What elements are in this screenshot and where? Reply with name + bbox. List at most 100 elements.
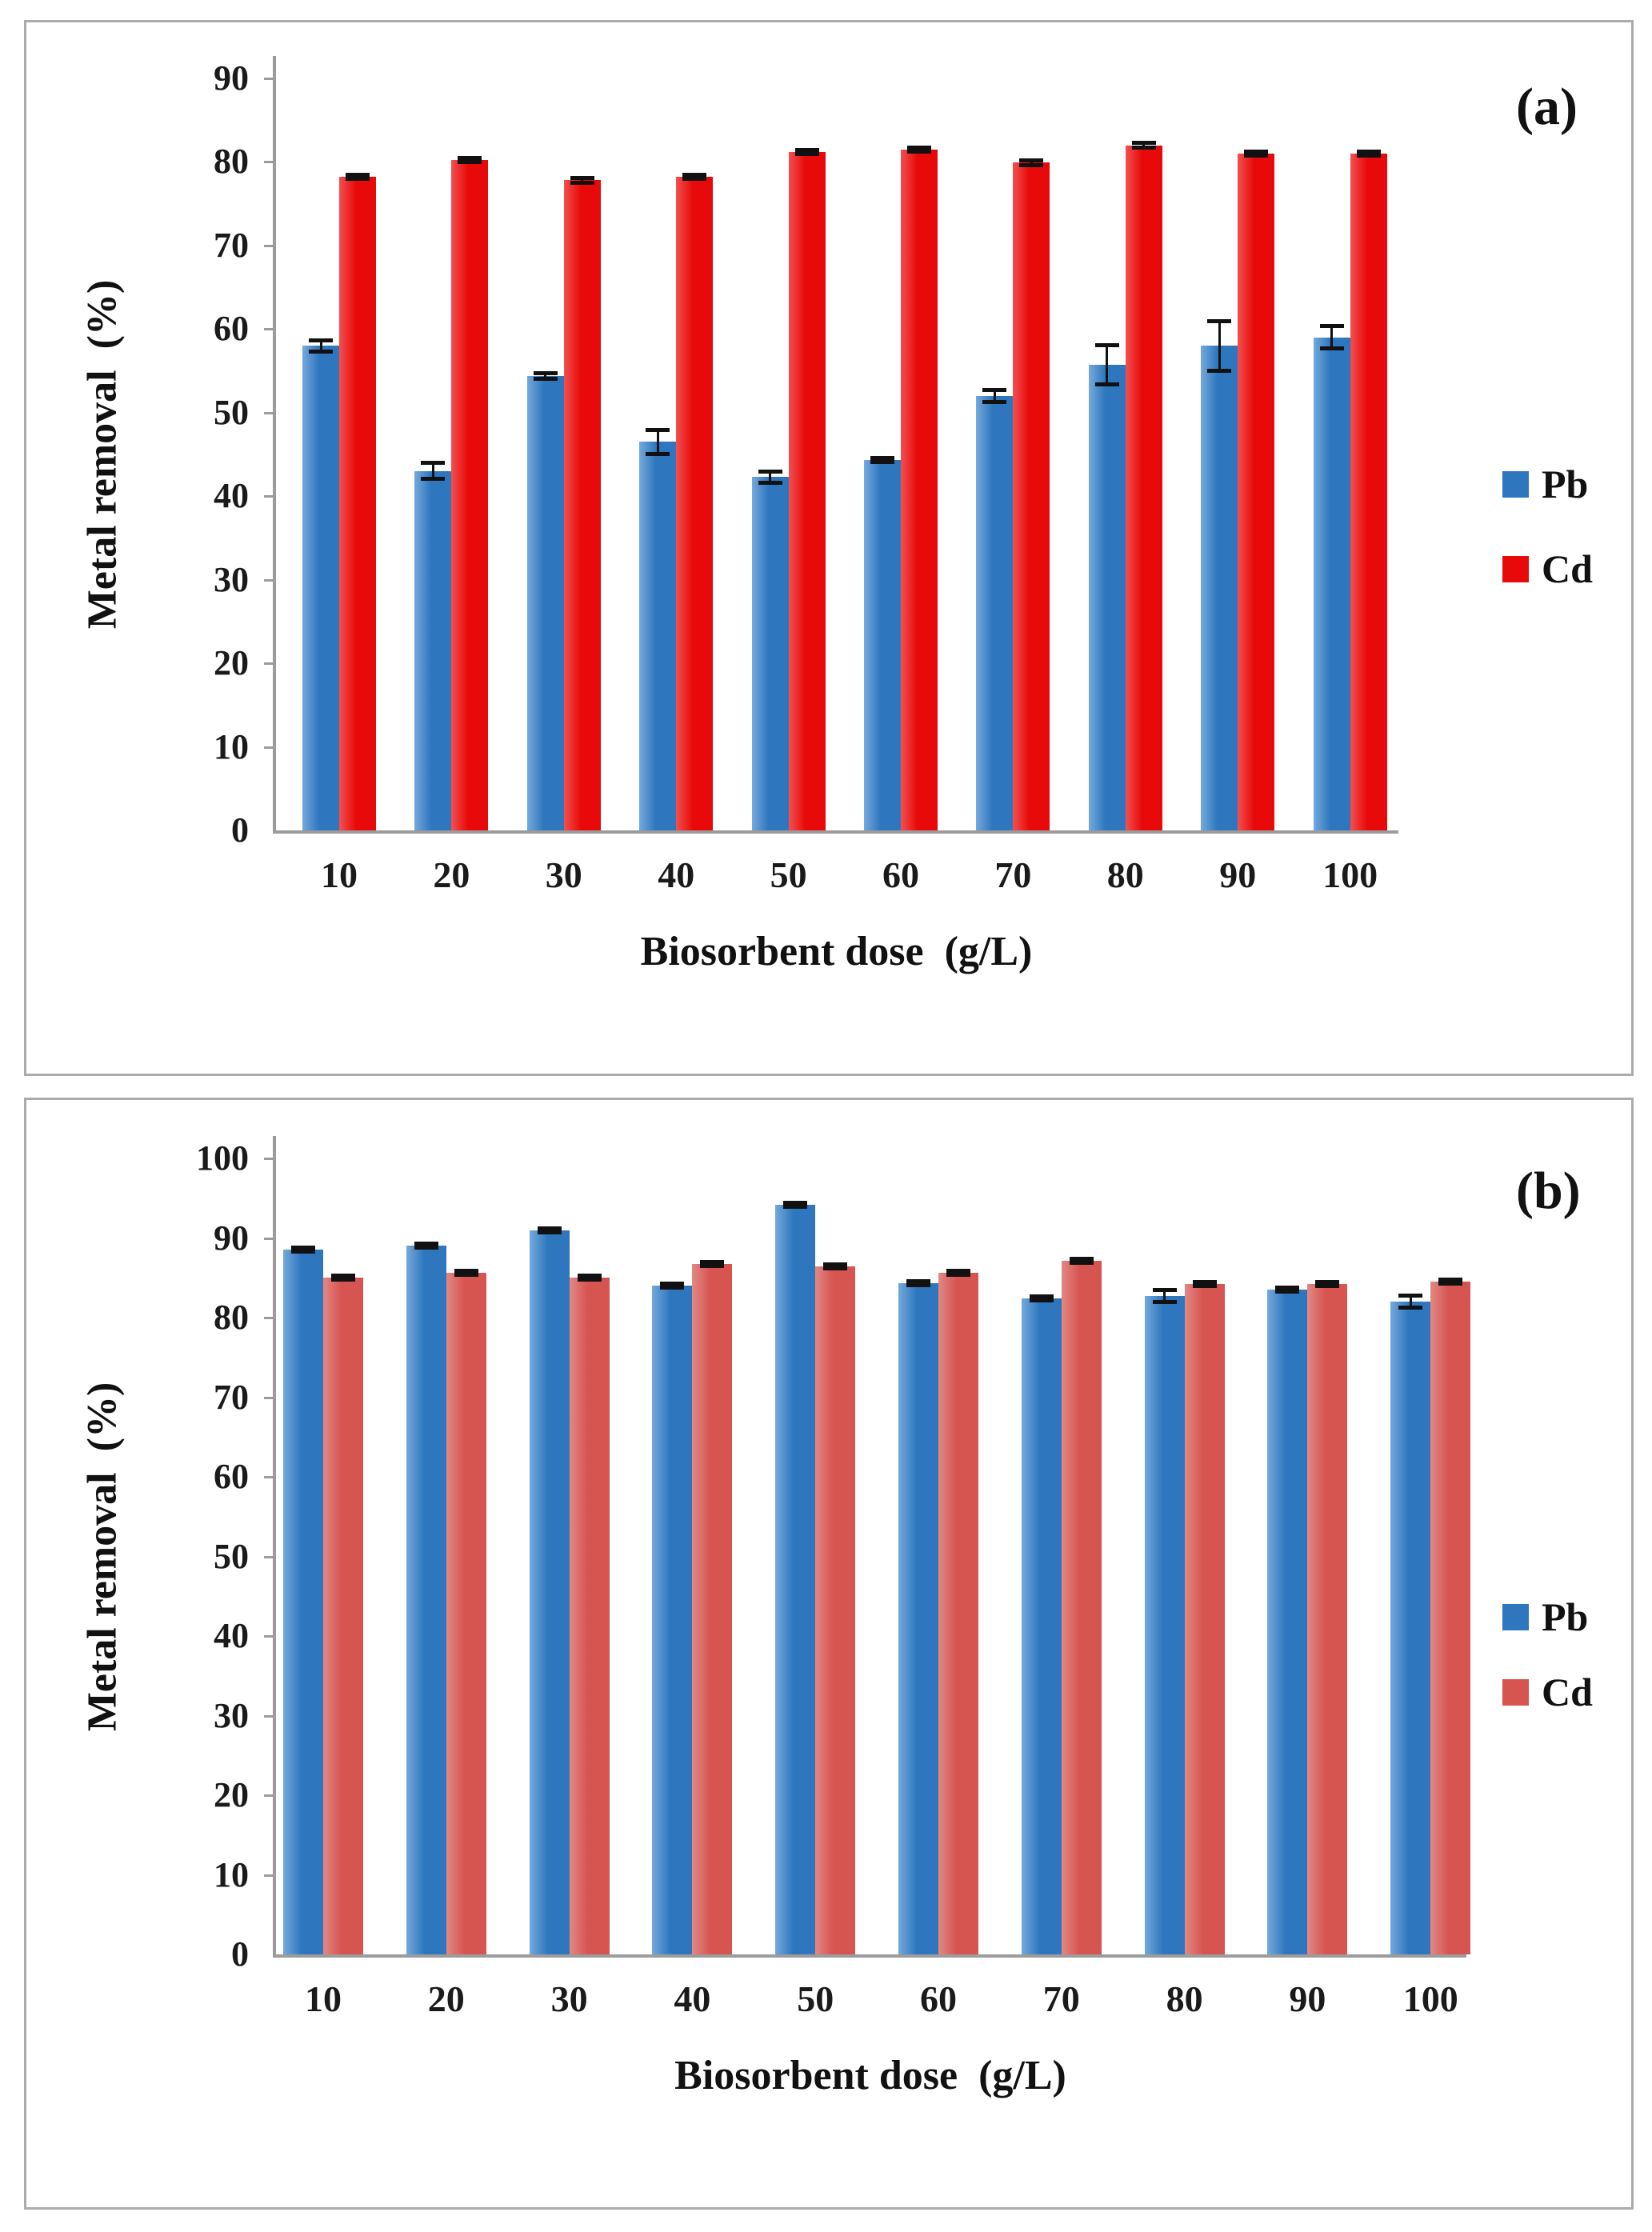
- y-tick-label: 100: [196, 1138, 249, 1178]
- bar-pb-30: [526, 375, 564, 830]
- y-tick-label: 70: [214, 1377, 249, 1417]
- error-cap-top: [346, 173, 370, 178]
- error-cap-top: [700, 1260, 725, 1265]
- error-cap-bottom: [1152, 1300, 1177, 1305]
- panel-b: (b) Metal removal (%) Biosorbent dose (g…: [24, 1098, 1634, 2210]
- error-bar: [1254, 150, 1258, 157]
- error-cap-bottom: [331, 1278, 355, 1282]
- error-cap-top: [1152, 1288, 1177, 1293]
- error-cap-top: [291, 1246, 315, 1250]
- error-bar: [1330, 326, 1334, 350]
- y-tick: [264, 161, 275, 164]
- error-cap-bottom: [414, 1246, 438, 1250]
- error-cap-bottom: [458, 160, 482, 165]
- x-tick-label: 50: [770, 854, 807, 895]
- bar-cd-10: [339, 177, 376, 830]
- error-cap-bottom: [783, 1204, 808, 1209]
- error-bar: [468, 158, 471, 163]
- y-tick: [264, 1635, 275, 1638]
- bar-cd-50: [788, 151, 826, 830]
- error-cap-bottom: [577, 1278, 602, 1282]
- y-tick-label: 40: [214, 1616, 249, 1655]
- error-cap-bottom: [823, 1266, 848, 1271]
- bar-pb-40: [639, 442, 677, 830]
- error-cap-top: [646, 427, 670, 432]
- bar-pb-50: [751, 477, 789, 830]
- error-cap-bottom: [794, 152, 819, 157]
- panel-a-label: (a): [1516, 78, 1578, 136]
- x-axis-line: [273, 830, 1398, 834]
- y-tick-label: 60: [214, 1457, 249, 1496]
- error-cap-bottom: [346, 177, 370, 182]
- bar-pb-80: [1144, 1296, 1185, 1954]
- error-cap-bottom: [682, 177, 707, 182]
- y-tick: [264, 328, 275, 331]
- x-tick-label: 50: [797, 1978, 834, 2019]
- error-cap-top: [1356, 149, 1381, 154]
- bar-pb-60: [864, 460, 901, 830]
- error-cap-top: [1438, 1278, 1463, 1282]
- x-tick-label: 100: [1322, 854, 1378, 895]
- pb-legend-swatch: [1502, 1603, 1529, 1630]
- y-tick-label: 20: [214, 1775, 249, 1814]
- cd-legend-swatch: [1502, 555, 1529, 582]
- bar-cd-100: [1430, 1282, 1471, 1954]
- error-cap-bottom: [1438, 1282, 1463, 1286]
- y-tick-label: 90: [214, 1218, 249, 1258]
- y-axis-title: Metal removal (%): [79, 1382, 126, 1731]
- y-tick: [264, 578, 275, 582]
- error-bar: [1218, 320, 1221, 371]
- y-tick-label: 0: [231, 810, 249, 850]
- y-tick: [264, 244, 275, 247]
- error-bar: [993, 389, 996, 403]
- y-tick: [264, 662, 275, 666]
- bar-pb-100: [1390, 1302, 1431, 1954]
- error-bar: [881, 458, 884, 463]
- y-tick-label: 90: [214, 58, 249, 98]
- y-tick: [264, 1476, 275, 1478]
- error-cap-top: [660, 1282, 685, 1286]
- error-bar: [544, 372, 547, 379]
- bar-pb-100: [1313, 337, 1350, 830]
- error-bar: [1163, 1290, 1166, 1303]
- x-tick-label: 10: [305, 1978, 342, 2019]
- x-tick-label: 90: [1289, 1978, 1326, 2019]
- error-cap-top: [570, 176, 594, 181]
- error-cap-bottom: [1315, 1284, 1340, 1289]
- error-cap-bottom: [1029, 1298, 1054, 1303]
- bar-cd-90: [1238, 154, 1275, 830]
- x-tick-label: 10: [321, 854, 358, 895]
- error-cap-bottom: [570, 180, 594, 185]
- error-cap-top: [309, 338, 333, 342]
- y-tick: [264, 1555, 275, 1558]
- y-tick-label: 80: [214, 142, 249, 182]
- bar-cd-100: [1350, 154, 1387, 830]
- x-tick-label: 20: [433, 854, 470, 895]
- error-cap-bottom: [1131, 145, 1156, 150]
- error-cap-bottom: [1019, 162, 1044, 167]
- error-cap-top: [823, 1262, 848, 1267]
- error-cap-bottom: [421, 477, 446, 482]
- y-tick-label: 10: [214, 1854, 249, 1894]
- bar-pb-90: [1201, 346, 1238, 830]
- error-cap-bottom: [1192, 1284, 1217, 1289]
- x-tick-label: 70: [1042, 1978, 1080, 2019]
- error-cap-top: [870, 456, 894, 461]
- x-tick-label: 20: [427, 1978, 465, 2019]
- y-tick: [264, 1237, 275, 1240]
- error-cap-top: [682, 173, 707, 178]
- y-tick: [264, 495, 275, 498]
- error-cap-bottom: [906, 1283, 930, 1288]
- x-tick-label: 30: [550, 1978, 588, 2019]
- x-tick-label: 100: [1402, 1978, 1458, 2019]
- y-tick: [264, 78, 275, 80]
- pb-legend-swatch: [1502, 470, 1529, 498]
- error-cap-bottom: [1319, 346, 1344, 351]
- error-bar: [656, 429, 659, 454]
- cd-legend-label: Cd: [1542, 1670, 1593, 1714]
- error-bar: [769, 470, 772, 483]
- error-bar: [581, 178, 584, 183]
- error-cap-bottom: [946, 1273, 970, 1278]
- y-tick-label: 70: [214, 225, 249, 265]
- bar-pb-70: [1021, 1298, 1062, 1954]
